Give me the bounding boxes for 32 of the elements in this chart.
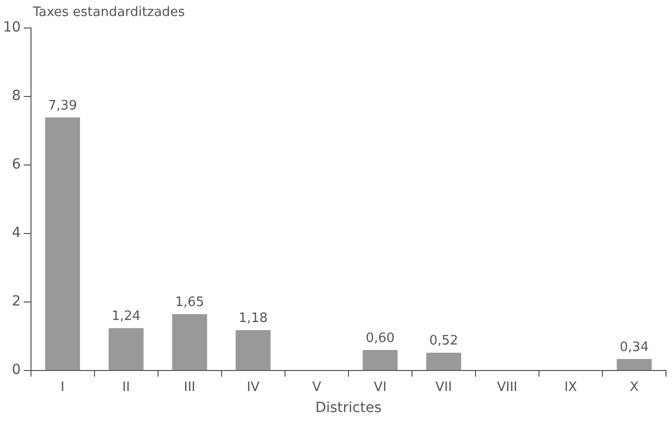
- data-label: 0,52: [429, 334, 458, 349]
- x-tick-label: VI: [374, 380, 387, 395]
- bar: [616, 358, 652, 370]
- y-axis-title: Taxes estandarditzades: [32, 5, 186, 20]
- bar: [108, 328, 144, 370]
- bar: [45, 117, 80, 370]
- y-tick-label: 8: [12, 88, 21, 104]
- data-label: 1,65: [175, 294, 204, 310]
- x-tick-label: IV: [246, 380, 260, 395]
- x-tick-label: V: [312, 380, 322, 395]
- bar: [426, 352, 462, 370]
- data-label: 0,34: [620, 340, 649, 355]
- x-tick-label: III: [184, 380, 196, 395]
- y-tick-label: 4: [12, 225, 21, 242]
- x-tick-label: X: [630, 380, 639, 395]
- x-tick-label: VII: [435, 380, 452, 395]
- y-tick-label: 10: [2, 20, 21, 36]
- x-tick-label: II: [122, 380, 130, 395]
- x-tick-label: IX: [564, 380, 578, 395]
- y-tick-label: 2: [12, 294, 21, 310]
- x-tick-label: I: [60, 380, 64, 395]
- x-tick-label: VIII: [497, 380, 518, 395]
- bar: [236, 330, 271, 370]
- y-tick-label: 0: [12, 362, 21, 378]
- data-label: 1,18: [238, 311, 268, 326]
- data-label: 0,60: [366, 330, 395, 346]
- y-tick-label: 6: [12, 156, 21, 173]
- data-label: 7,39: [48, 98, 78, 114]
- bar: [362, 350, 398, 370]
- bar: [172, 314, 208, 370]
- data-label: 1,24: [112, 308, 141, 324]
- x-axis-title: Districtes: [315, 400, 382, 416]
